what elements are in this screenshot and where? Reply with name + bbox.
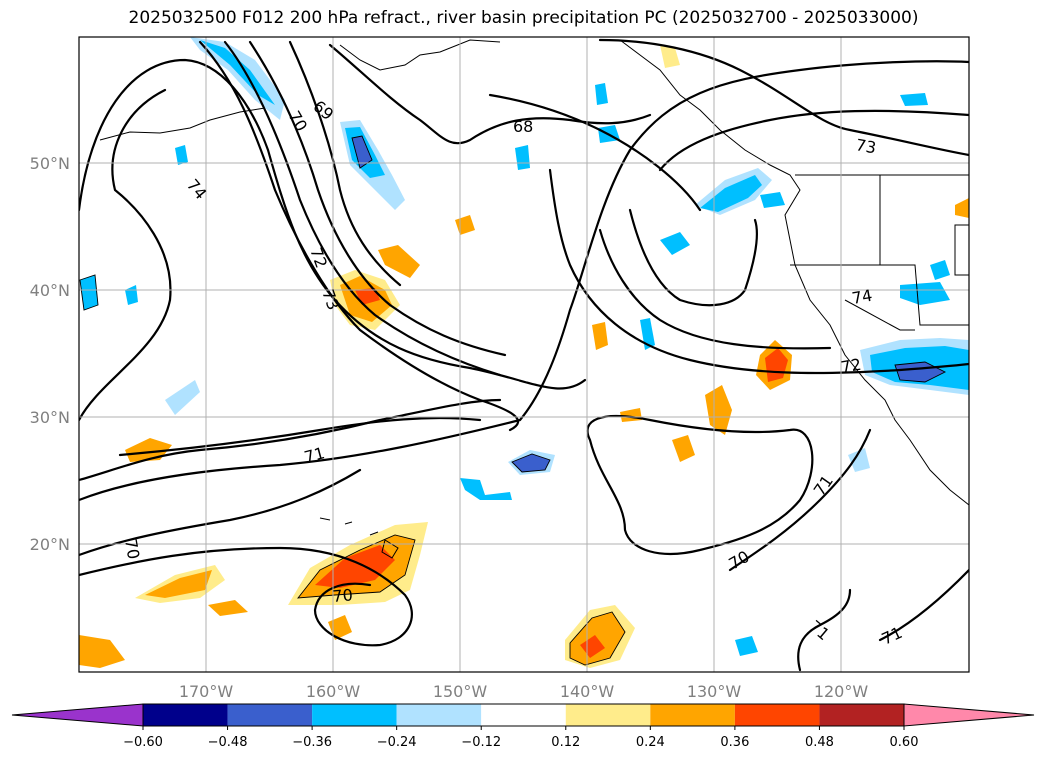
longitude-labels: 170°W 160°W 150°W 140°W 130°W 120°W	[179, 682, 869, 701]
colorbar-tick-label: 0.60	[890, 735, 919, 750]
colorbar-segment	[227, 704, 313, 726]
lat-label: 30°N	[30, 408, 70, 427]
colorbar-segment	[734, 704, 820, 726]
lon-label: 150°W	[433, 682, 488, 701]
colorbar-tick-label: −0.60	[123, 735, 163, 750]
contour-label: 73	[854, 135, 877, 157]
map-background	[79, 37, 969, 672]
colorbar-segment	[819, 704, 904, 726]
latitude-labels: 50°N 40°N 30°N 20°N	[30, 154, 70, 554]
colorbar-segment	[396, 704, 482, 726]
colorbar-segment	[143, 704, 228, 726]
lon-label: 120°W	[814, 682, 869, 701]
refractivity-isolines	[79, 38, 969, 672]
colorbar-tick-label: 0.36	[720, 735, 749, 750]
lat-label: 50°N	[30, 154, 70, 173]
colorbar-tick-label: −0.48	[208, 735, 248, 750]
contour-label: 70	[332, 585, 354, 606]
colorbar-tick-label: −0.36	[292, 735, 332, 750]
lon-label: 130°W	[687, 682, 742, 701]
lat-label: 20°N	[30, 535, 70, 554]
contour-label: 70	[121, 537, 143, 560]
colorbar-segment	[312, 704, 397, 726]
lon-label: 140°W	[560, 682, 615, 701]
map-title: 2025032500 F012 200 hPa refract., river …	[128, 8, 919, 28]
colorbar: −0.60 −0.48 −0.36 −0.24 −0.12 0.12 0.24 0.36 0.4…	[11, 703, 1035, 750]
colorbar-tick-label: 0.12	[551, 735, 580, 750]
contour-label: 68	[513, 117, 533, 136]
contour-label: 74	[850, 286, 873, 308]
colorbar-tick-label: −0.12	[461, 735, 501, 750]
map-frame	[78, 36, 970, 673]
lon-label: 170°W	[179, 682, 234, 701]
graticule	[79, 37, 969, 672]
colorbar-segment	[565, 704, 651, 726]
colorbar-extend-low	[11, 703, 144, 727]
colorbar-segment	[481, 704, 566, 726]
contour-label: 72	[839, 355, 862, 377]
colorbar-extend-high	[903, 703, 1035, 727]
lon-label: 160°W	[306, 682, 361, 701]
coastline	[99, 39, 969, 559]
contour-label: 71	[302, 443, 327, 467]
colorbar-tick-label: 0.48	[805, 735, 834, 750]
colorbar-tick-label: −0.24	[377, 735, 417, 750]
colorbar-tick-label: 0.24	[636, 735, 665, 750]
colorbar-frame	[142, 703, 905, 727]
colorbar-segment	[650, 704, 735, 726]
lat-label: 40°N	[30, 281, 70, 300]
